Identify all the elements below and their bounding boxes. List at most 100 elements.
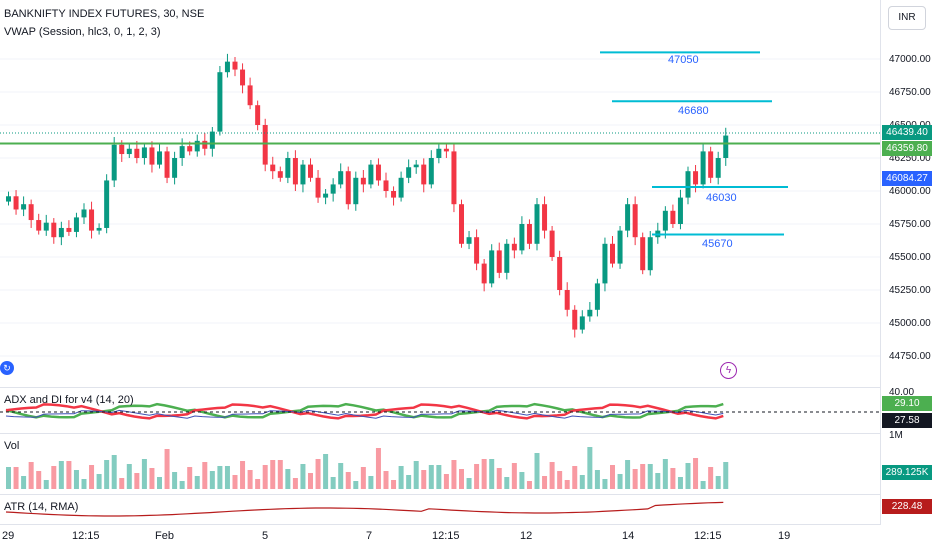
volume-bar <box>451 460 457 489</box>
level-label-46680: 46680 <box>678 105 709 117</box>
pane-separator[interactable] <box>0 494 932 495</box>
candle-body <box>693 171 699 185</box>
adx-axis-tick: 40.00 <box>889 387 915 398</box>
volume-bar <box>504 477 510 489</box>
volume-bar <box>209 471 215 489</box>
candle-body <box>587 309 593 317</box>
volume-bar <box>96 474 102 489</box>
candle-body <box>285 158 291 178</box>
candle-body <box>443 148 449 152</box>
adx-legend[interactable]: ADX and DI for v4 (14, 20) <box>4 394 134 406</box>
adx-line <box>5 409 724 419</box>
pane-separator[interactable] <box>0 433 932 434</box>
candle-body <box>421 164 427 185</box>
candle-body <box>715 158 721 178</box>
volume-bar <box>73 470 79 489</box>
navigation-arrow-icon[interactable]: ↻ <box>0 361 14 375</box>
volume-bar <box>617 474 623 489</box>
price-tick: 46000.00 <box>889 186 931 197</box>
price-tick: 44750.00 <box>889 351 931 362</box>
volume-bar <box>81 479 87 489</box>
candle-body <box>255 105 261 125</box>
price-tick: 45750.00 <box>889 219 931 230</box>
candle-body <box>277 171 283 178</box>
candle-body <box>345 171 351 205</box>
volume-bar <box>36 471 42 489</box>
candle-body <box>504 243 510 273</box>
price-axis[interactable]: 47000.00 46750.00 46500.00 46250.00 4600… <box>880 0 932 525</box>
candle-body <box>708 151 714 178</box>
candle-body <box>375 164 381 181</box>
candle-body <box>157 151 162 165</box>
candle-body <box>602 243 608 284</box>
candle-body <box>66 227 72 232</box>
pane-separator[interactable] <box>0 387 932 388</box>
vwap-tag: 46084.27 <box>882 171 932 186</box>
volume-bar <box>413 461 419 489</box>
volume-bar <box>391 480 397 489</box>
vwap-legend[interactable]: VWAP (Session, hlc3, 0, 1, 2, 3) <box>4 26 161 38</box>
candle-body <box>21 204 27 210</box>
candle-body <box>511 243 517 251</box>
volume-bar <box>345 472 351 489</box>
candle-body <box>496 250 502 273</box>
volume-bars <box>6 447 729 489</box>
volume-bar <box>406 475 412 489</box>
candle-body <box>625 204 631 231</box>
vol-legend[interactable]: Vol <box>4 440 20 452</box>
candle-body <box>398 177 404 198</box>
volume-bar <box>579 475 585 489</box>
candle-body <box>572 309 578 330</box>
candle-body <box>224 61 230 73</box>
candle-body <box>617 230 623 264</box>
candle-body <box>413 164 419 168</box>
volume-bar <box>557 471 563 489</box>
candle-body <box>436 148 442 158</box>
candle-body <box>338 171 344 185</box>
lightning-event-icon[interactable]: ϟ <box>720 362 737 379</box>
candle-body <box>368 164 374 185</box>
volume-bar <box>602 479 608 489</box>
candle-body <box>308 164 313 178</box>
volume-bar <box>217 466 223 489</box>
candle-body <box>6 196 11 202</box>
candle-body <box>610 243 615 264</box>
candle-body <box>292 158 298 185</box>
atr-legend[interactable]: ATR (14, RMA) <box>4 501 79 513</box>
volume-bar <box>564 480 570 489</box>
price-tick: 46750.00 <box>889 87 931 98</box>
candle-body <box>187 146 193 152</box>
vol-value-tag: 289.125K <box>882 465 932 480</box>
candle-body <box>360 177 366 185</box>
candle-body <box>300 164 306 185</box>
time-tick: 5 <box>262 530 269 542</box>
candle-body <box>579 316 585 330</box>
volume-bar <box>496 468 502 489</box>
volume-bar <box>277 460 283 489</box>
candle-body <box>36 220 42 231</box>
time-tick: 12:15 <box>432 530 460 542</box>
candle-body <box>353 177 359 205</box>
candle-body <box>247 85 253 106</box>
chart-canvas[interactable] <box>0 0 880 525</box>
candlestick-series <box>6 53 729 338</box>
candle-body <box>134 148 140 158</box>
volume-bar <box>526 481 532 489</box>
currency-button[interactable]: INR <box>888 6 926 30</box>
volume-bar <box>285 469 291 489</box>
candle-body <box>428 158 434 185</box>
volume-bar <box>51 466 57 489</box>
candle-body <box>474 237 480 264</box>
candle-body <box>51 222 57 238</box>
volume-bar <box>6 467 11 489</box>
candle-body <box>542 204 548 231</box>
volume-bar <box>255 479 261 489</box>
volume-bar <box>119 478 125 489</box>
atr-value-tag: 228.48 <box>882 499 932 514</box>
candle-body <box>119 144 125 155</box>
atr-line <box>5 501 724 517</box>
candle-body <box>172 158 178 178</box>
volume-bar <box>58 461 64 489</box>
volume-bar <box>519 472 525 489</box>
volume-bar <box>232 475 238 489</box>
